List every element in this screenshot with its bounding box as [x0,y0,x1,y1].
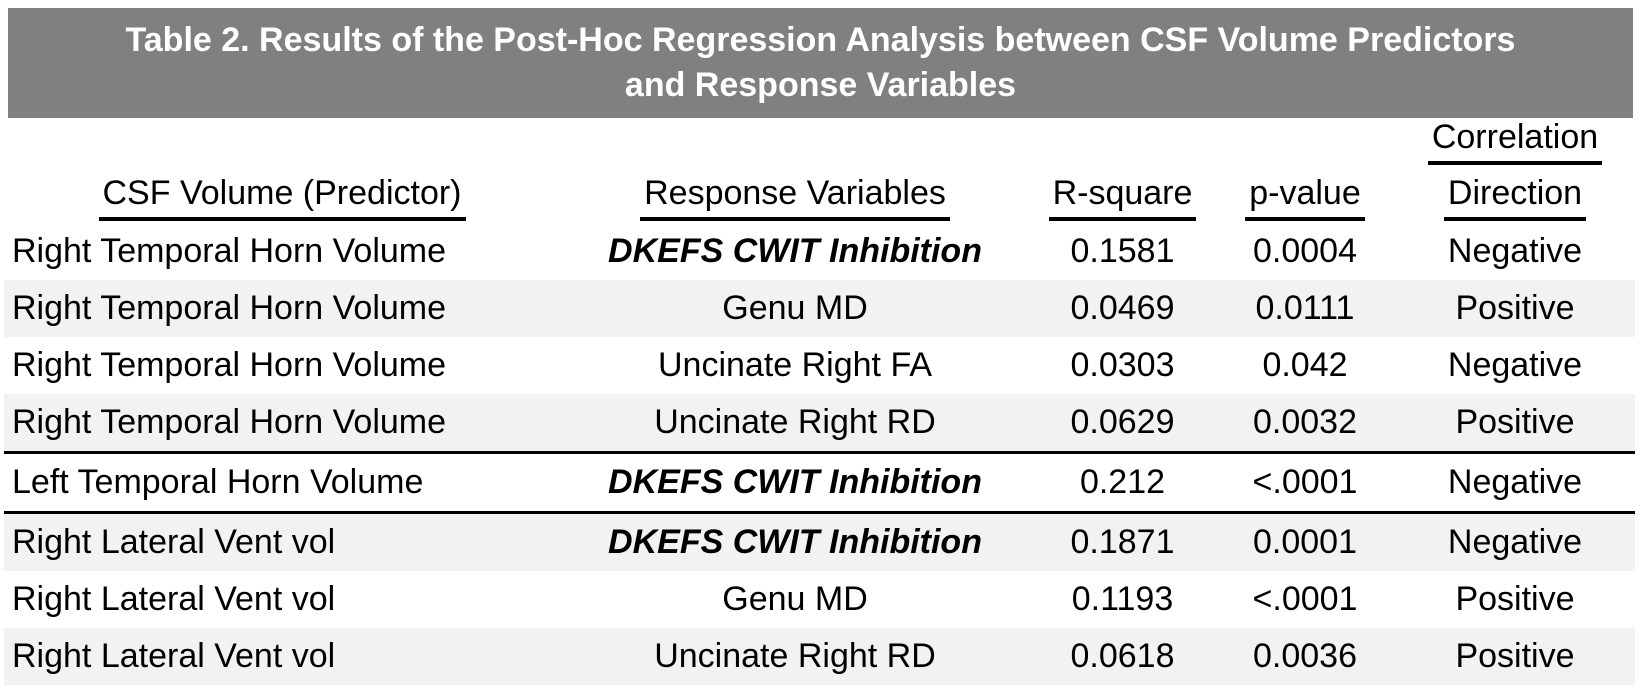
cell-response: DKEFS CWIT Inhibition [560,452,1030,514]
cell-response: Genu MD [722,289,868,327]
col-header-correlation-direction: Correlation Direction [1395,118,1635,223]
col-header-p-value: p-value [1215,118,1395,223]
table-row: Right Lateral Vent vol Uncinate Right RD… [4,628,1635,685]
cell-r-square: 0.0469 [1070,289,1175,327]
cell-r-square: 0.0629 [1030,394,1215,454]
cell-predictor: Right Temporal Horn Volume [12,232,447,270]
table-title-line2: and Response Variables [624,65,1017,104]
cell-r-square: 0.1871 [1070,523,1175,561]
cell-response: DKEFS CWIT Inhibition [608,523,982,561]
cell-p-value: 0.0111 [1255,289,1355,327]
cell-response: Uncinate Right RD [560,394,1030,454]
cell-p-value: <.0001 [1252,580,1358,618]
col-header-r-square-label: R-square [1048,174,1197,221]
cell-direction: Negative [1395,452,1635,514]
header-row: CSF Volume (Predictor) Response Variable… [4,118,1635,223]
cell-predictor: Right Lateral Vent vol [12,637,336,675]
table-row: Right Lateral Vent vol Genu MD 0.1193 <.… [4,571,1635,628]
table-title-bar: Table 2. Results of the Post-Hoc Regress… [8,8,1633,118]
cell-direction: Positive [1395,394,1635,454]
col-header-predictor: CSF Volume (Predictor) [4,118,560,223]
cell-predictor: Left Temporal Horn Volume [4,452,560,514]
table-row: Right Temporal Horn Volume Genu MD 0.046… [4,280,1635,337]
cell-p-value: 0.0001 [1253,523,1357,561]
cell-p-value: 0.042 [1262,346,1348,384]
cell-predictor: Right Temporal Horn Volume [12,289,447,327]
col-header-response-label: Response Variables [640,174,950,221]
col-header-p-value-label: p-value [1245,174,1365,221]
col-header-response: Response Variables [560,118,1030,223]
col-header-predictor-label: CSF Volume (Predictor) [98,174,466,221]
table-title-line1: Table 2. Results of the Post-Hoc Regress… [125,21,1516,60]
cell-predictor: Right Lateral Vent vol [12,523,336,561]
cell-response: Uncinate Right FA [657,346,933,384]
cell-p-value: 0.0004 [1253,232,1357,270]
cell-direction: Positive [1455,289,1575,327]
cell-direction: Negative [1447,346,1583,384]
table-row: Left Temporal Horn Volume DKEFS CWIT Inh… [4,452,1635,514]
cell-p-value: 0.0032 [1215,394,1395,454]
cell-direction: Negative [1447,232,1583,270]
table-row: Right Temporal Horn Volume DKEFS CWIT In… [4,223,1635,280]
cell-response: DKEFS CWIT Inhibition [608,232,982,270]
table-row: Right Temporal Horn Volume Uncinate Righ… [4,394,1635,454]
regression-table: CSF Volume (Predictor) Response Variable… [4,118,1635,685]
cell-r-square: 0.0618 [1070,637,1175,675]
cell-direction: Positive [1455,580,1575,618]
cell-p-value: <.0001 [1215,452,1395,514]
cell-r-square: 0.0303 [1070,346,1175,384]
cell-response: Genu MD [722,580,868,618]
cell-response: Uncinate Right RD [654,637,936,675]
cell-predictor: Right Temporal Horn Volume [12,346,447,384]
table-row: Right Lateral Vent vol DKEFS CWIT Inhibi… [4,512,1635,571]
cell-predictor: Right Lateral Vent vol [12,580,336,618]
cell-r-square: 0.1193 [1071,580,1174,618]
col-header-correlation-label: Correlation [1427,118,1603,165]
table-row: Right Temporal Horn Volume Uncinate Righ… [4,337,1635,394]
cell-direction: Negative [1447,523,1583,561]
cell-r-square: 0.1581 [1070,232,1175,270]
cell-r-square: 0.212 [1030,452,1215,514]
cell-p-value: 0.0036 [1253,637,1357,675]
cell-predictor: Right Temporal Horn Volume [4,394,560,454]
cell-direction: Positive [1455,637,1575,675]
col-header-direction-label: Direction [1443,174,1587,221]
col-header-r-square: R-square [1030,118,1215,223]
